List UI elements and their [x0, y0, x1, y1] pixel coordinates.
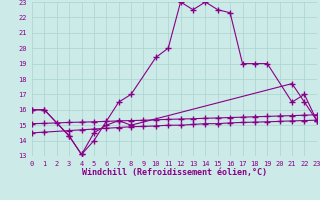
X-axis label: Windchill (Refroidissement éolien,°C): Windchill (Refroidissement éolien,°C): [82, 168, 267, 177]
